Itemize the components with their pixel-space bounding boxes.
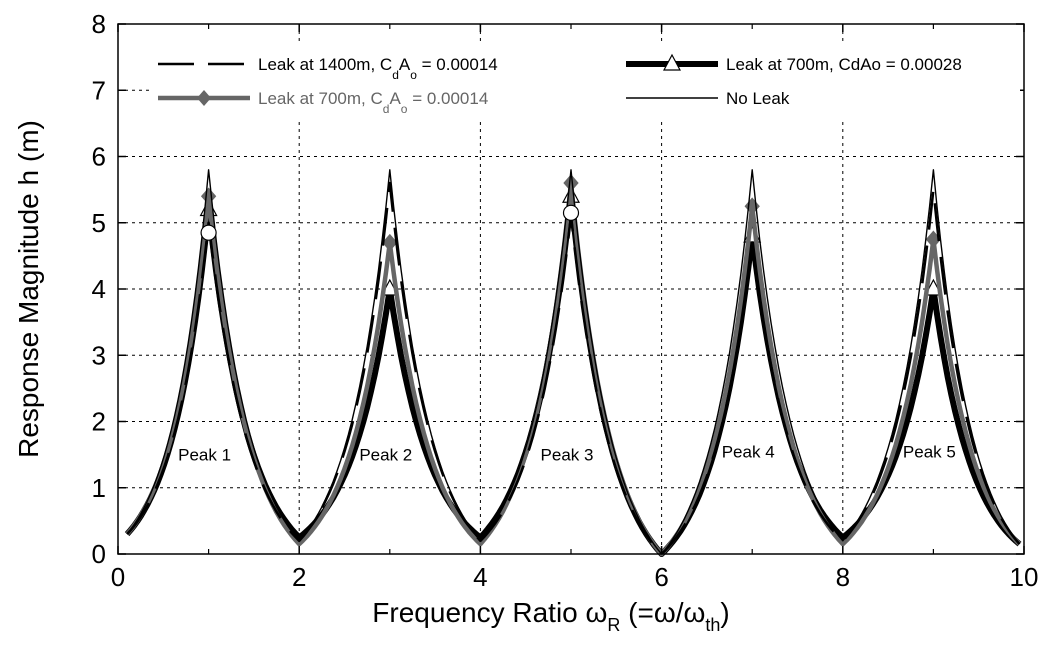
x-axis-title: Frequency Ratio ωR (=ω/ωth) <box>372 597 729 635</box>
y-tick-label-3: 3 <box>92 340 106 370</box>
y-tick-label-5: 5 <box>92 208 106 238</box>
marker-leak_700_000014-1 <box>200 187 217 206</box>
legend-marker-leak_700_000014 <box>197 90 211 106</box>
x-tick-label-6: 6 <box>654 562 668 592</box>
series-line-leak_700_000028 <box>124 193 1022 557</box>
legend-background <box>150 42 1020 120</box>
y-tick-label-6: 6 <box>92 142 106 172</box>
legend-label-no_leak: No Leak <box>726 89 790 108</box>
peak-label-1: Peak 1 <box>178 446 231 465</box>
legend-label-leak_700_000028: Leak at 700m, CdAo = 0.00028 <box>726 55 962 74</box>
x-tick-label-4: 4 <box>473 562 487 592</box>
peak-label-4: Peak 4 <box>722 442 775 461</box>
y-tick-label-0: 0 <box>92 539 106 569</box>
peak-label-5: Peak 5 <box>903 442 956 461</box>
legend: Leak at 1400m, CdAo = 0.00014 Leak at 700… <box>150 42 1020 120</box>
peak-label-3: Peak 3 <box>541 446 594 465</box>
legend-marker-leak_700_000028 <box>663 53 681 71</box>
plot-series <box>124 169 1022 557</box>
x-tick-label-2: 2 <box>292 562 306 592</box>
y-axis-title: Response Magnitude h (m) <box>13 120 44 458</box>
y-tick-label-8: 8 <box>92 9 106 39</box>
y-tick-label-4: 4 <box>92 274 106 304</box>
peak-labels: Peak 1 Peak 2 Peak 3 Peak 4 Peak 5 <box>178 442 956 464</box>
legend-label-leak_700_000014: Leak at 700m, CdAo = 0.00014 <box>258 89 488 116</box>
y-tick-label-1: 1 <box>92 473 106 503</box>
grid-lines <box>118 24 1024 554</box>
x-tick-label-10: 10 <box>1010 562 1039 592</box>
y-tick-label-7: 7 <box>92 75 106 105</box>
legend-label-leak_1400: Leak at 1400m, CdAo = 0.00014 <box>258 55 498 82</box>
marker-leak_700_000014-2 <box>382 233 398 252</box>
circle-marker-2 <box>562 204 580 221</box>
marker-leak_700_000014-3 <box>563 174 579 192</box>
peak-label-2: Peak 2 <box>359 446 412 465</box>
x-tick-label-8: 8 <box>836 562 850 592</box>
y-tick-label-2: 2 <box>92 407 106 437</box>
axis-ticks: 0 2 4 6 8 10 0 1 2 3 4 5 6 7 8 <box>92 9 1039 592</box>
x-tick-label-0: 0 <box>111 562 125 592</box>
circle-marker-1 <box>200 224 217 241</box>
series-line-no_leak <box>126 169 1021 555</box>
